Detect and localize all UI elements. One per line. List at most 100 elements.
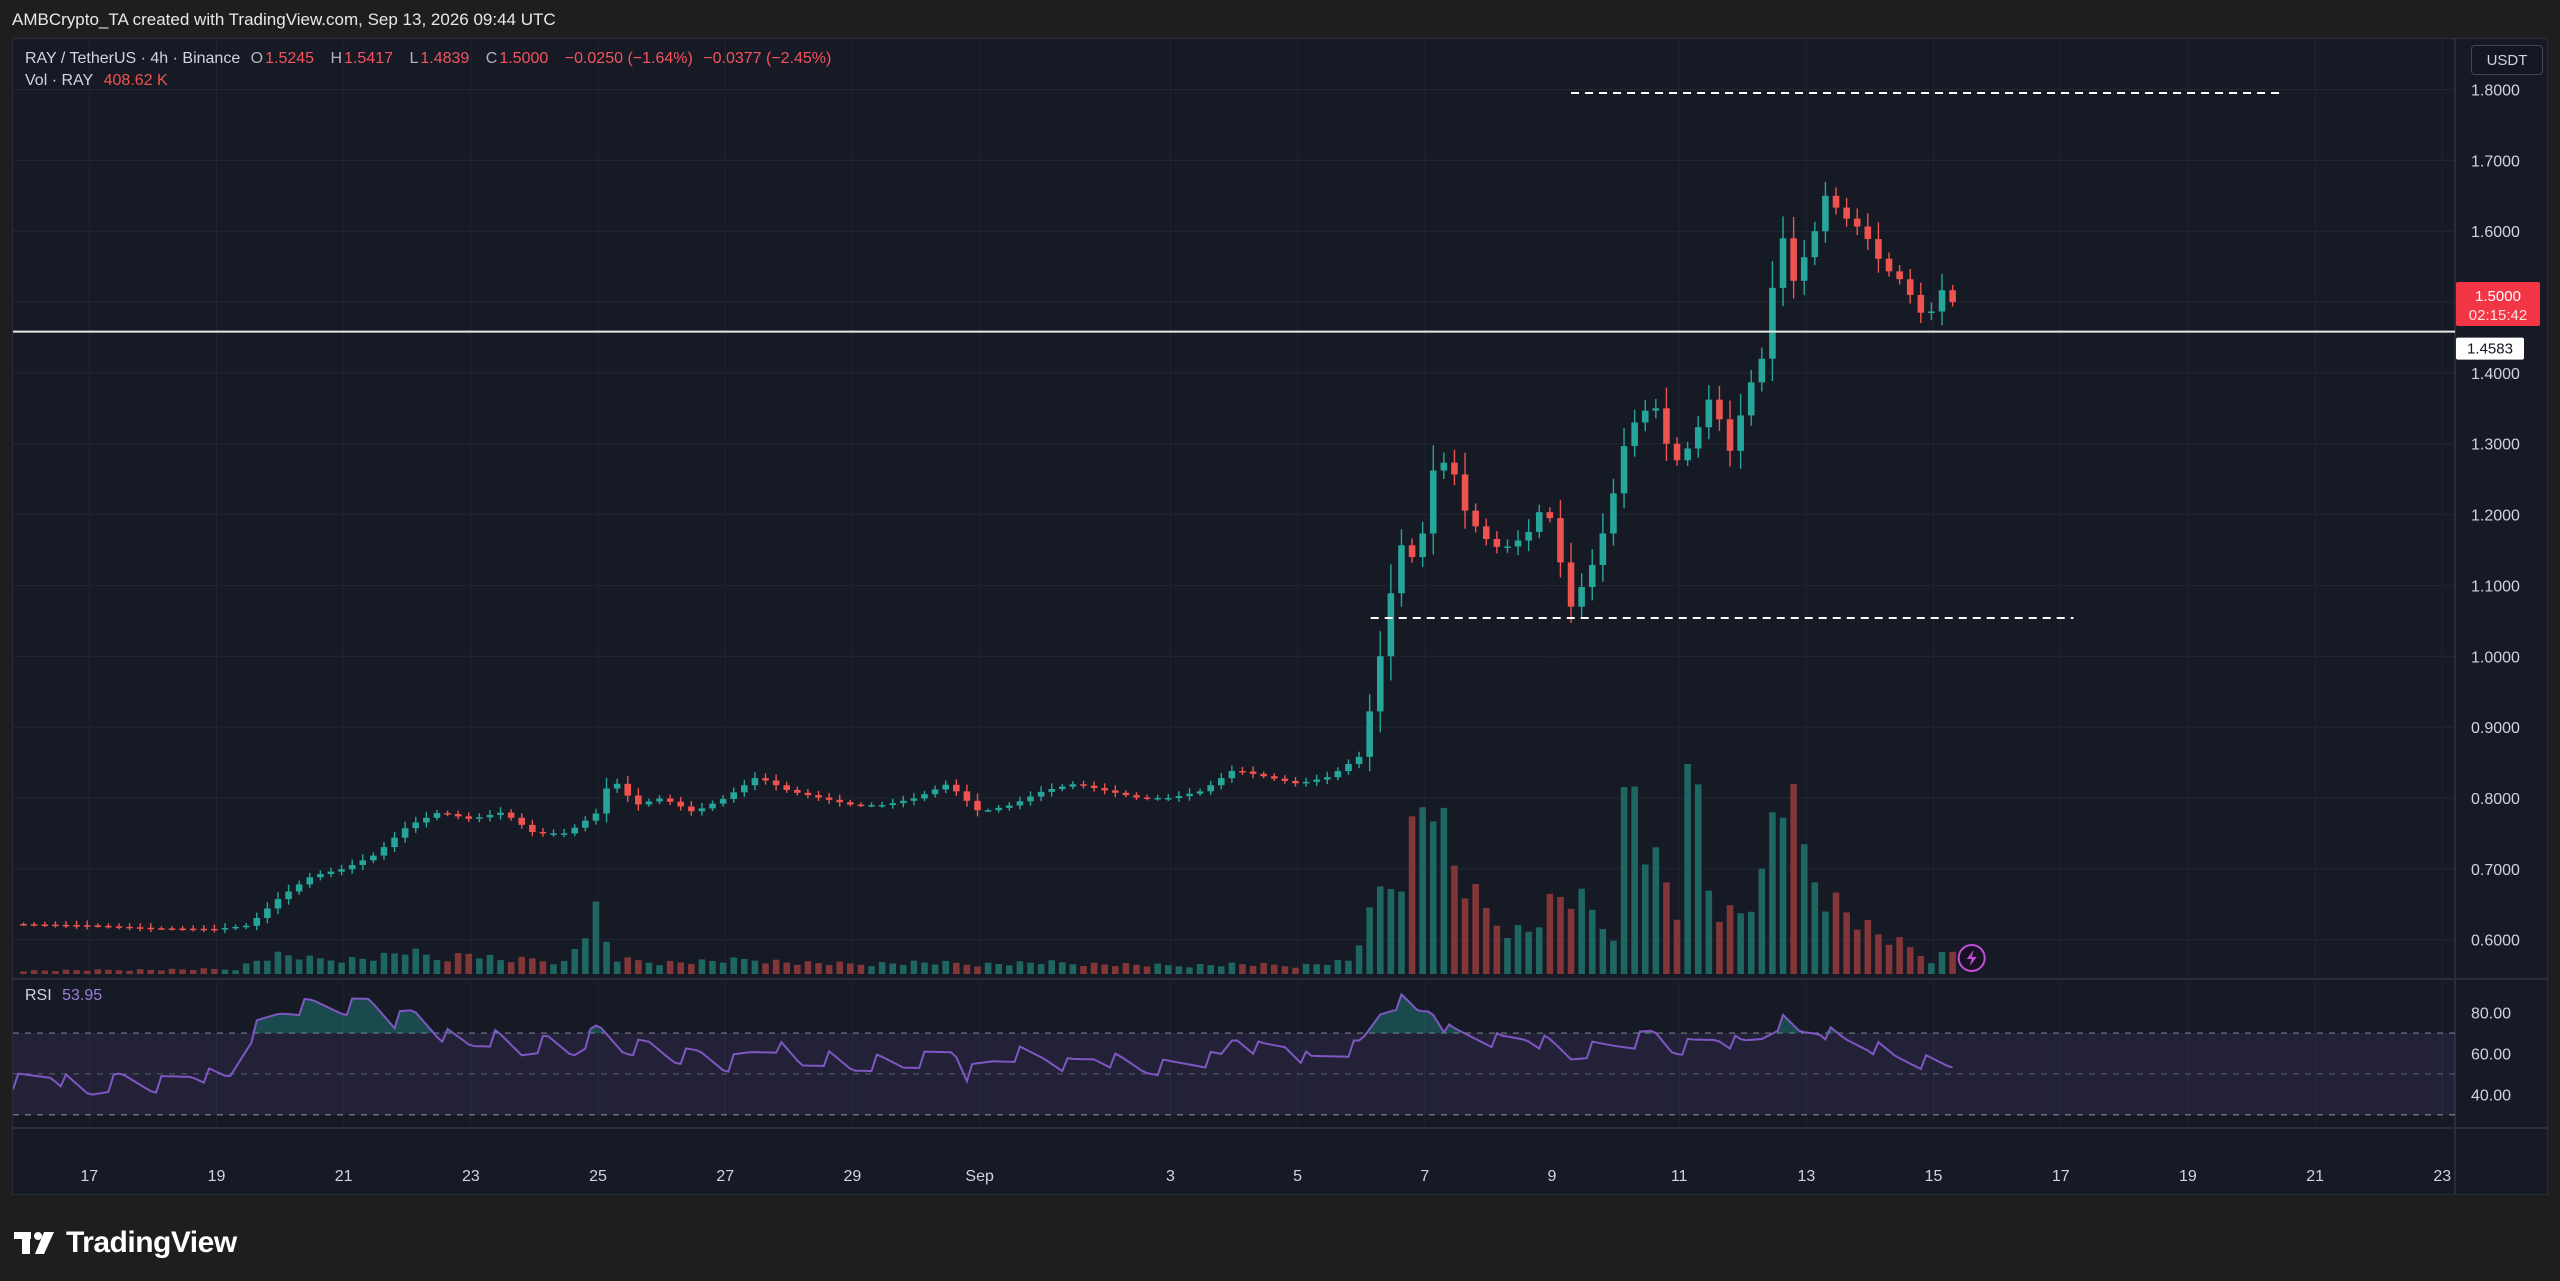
candle-body	[1535, 512, 1543, 532]
volume-bar	[1588, 909, 1596, 974]
symbol-name[interactable]: RAY / TetherUS · 4h · Binance	[25, 50, 241, 67]
volume-legend: Vol · RAY 408.62 K	[25, 72, 174, 90]
volume-bar	[444, 961, 451, 974]
candle-body	[1620, 446, 1628, 494]
rsi-band	[13, 1033, 2455, 1115]
volume-bar	[645, 962, 653, 974]
volume-bar	[1345, 960, 1352, 974]
volume-bar	[1673, 919, 1681, 974]
candle-body	[1694, 427, 1702, 449]
volume-bar	[751, 960, 759, 974]
candle-body	[1610, 493, 1617, 534]
volume-bar	[486, 954, 494, 974]
volume-label[interactable]: Vol · RAY	[25, 72, 94, 89]
price-axis-tick: 1.1000	[2471, 578, 2520, 595]
volume-bar	[1875, 934, 1882, 974]
candle-body	[1705, 399, 1713, 428]
candle-body	[444, 813, 451, 815]
candle-body	[1334, 771, 1342, 778]
candle-body	[1429, 470, 1437, 534]
candle-body	[1928, 311, 1935, 313]
time-axis-tick: 19	[2179, 1168, 2197, 1185]
candle-body	[465, 816, 473, 819]
attribution-bar: AMBCrypto_TA created with TradingView.co…	[0, 0, 2560, 38]
volume-bar	[804, 961, 812, 974]
candle-body	[794, 789, 801, 793]
volume-bar	[1737, 913, 1744, 974]
candle-body	[1779, 238, 1787, 288]
candle-body	[984, 810, 992, 812]
volume-bar	[30, 970, 38, 974]
volume-bar	[910, 960, 918, 974]
candle-body	[211, 928, 218, 931]
volume-bar	[571, 948, 579, 974]
rsi-axis-tick: 40.00	[2471, 1087, 2511, 1104]
time-axis-tick: 23	[462, 1168, 480, 1185]
candle-body	[1440, 462, 1448, 471]
chart-frame[interactable]: 1.8000 1.7000 1.6000 1.5000 1.4000 1.3000 1.20…	[12, 38, 2548, 1195]
candle-body	[1165, 797, 1172, 800]
volume-bar	[1355, 945, 1363, 974]
candle-body	[963, 791, 971, 801]
volume-bar	[1196, 963, 1204, 974]
candle-body	[571, 827, 579, 834]
time-axis-tick: 15	[1925, 1168, 1943, 1185]
volume-bar	[1557, 896, 1564, 974]
volume-bar	[1663, 882, 1670, 974]
candle-body	[698, 808, 706, 812]
candle-body	[41, 924, 49, 926]
countdown-label: 02:15:42	[2469, 307, 2527, 324]
volume-bar	[1928, 963, 1935, 974]
volume-bar	[868, 966, 875, 974]
candle-body	[942, 784, 949, 790]
candle-body	[825, 797, 833, 800]
volume-bar	[1800, 844, 1808, 974]
candle-body	[1790, 238, 1797, 281]
tradingview-logo[interactable]: TradingView	[14, 1225, 237, 1261]
volume-bar	[1016, 961, 1024, 974]
candle-body	[1758, 358, 1766, 383]
volume-bar	[1461, 898, 1469, 974]
candle-body	[507, 812, 515, 818]
volume-bar	[380, 952, 388, 974]
rsi-label[interactable]: RSI	[25, 987, 52, 1004]
volume-bar	[656, 965, 663, 974]
candle-body	[401, 828, 409, 838]
volume-bar	[709, 961, 716, 974]
candle-body	[476, 817, 483, 819]
volume-bar	[518, 956, 526, 974]
volume-bar	[1249, 965, 1257, 974]
time-axis-tick: 21	[335, 1168, 353, 1185]
price-axis-tick: 1.2000	[2471, 508, 2520, 525]
volume-bar	[1366, 907, 1373, 974]
volume-bar	[889, 963, 896, 974]
volume-bar	[433, 960, 441, 974]
volume-value: 408.62 K	[103, 72, 168, 89]
candle-body	[1207, 785, 1214, 792]
volume-bar	[253, 960, 261, 974]
chart-canvas[interactable]: 1.8000 1.7000 1.6000 1.5000 1.4000 1.3000 1.20…	[13, 39, 2548, 1195]
volume-bar	[476, 958, 483, 974]
candle-body	[454, 814, 462, 817]
rsi-line	[13, 992, 1953, 1096]
volume-bar	[1143, 966, 1151, 974]
candle-body	[836, 799, 844, 803]
price-axis-tick: 1.0000	[2471, 649, 2520, 666]
price-axis-tick: 1.3000	[2471, 437, 2520, 454]
volume-bar	[1726, 905, 1734, 974]
candle-body	[1896, 271, 1903, 280]
attribution-text: AMBCrypto_TA created with TradingView.co…	[12, 10, 556, 29]
candle-body	[264, 908, 271, 918]
currency-button[interactable]: USDT	[2471, 45, 2543, 75]
volume-bar	[1080, 966, 1087, 974]
volume-bar	[232, 970, 239, 974]
volume-bar	[1313, 964, 1320, 974]
last-price-label: 1.5000	[2475, 288, 2521, 305]
volume-bar	[772, 959, 780, 974]
brand-name: TradingView	[66, 1226, 237, 1259]
candle-body	[666, 798, 674, 802]
volume-bar	[1832, 892, 1840, 974]
volume-bar	[794, 964, 801, 974]
volume-bar	[1059, 962, 1066, 974]
rsi-legend: RSI 53.95	[25, 987, 108, 1005]
